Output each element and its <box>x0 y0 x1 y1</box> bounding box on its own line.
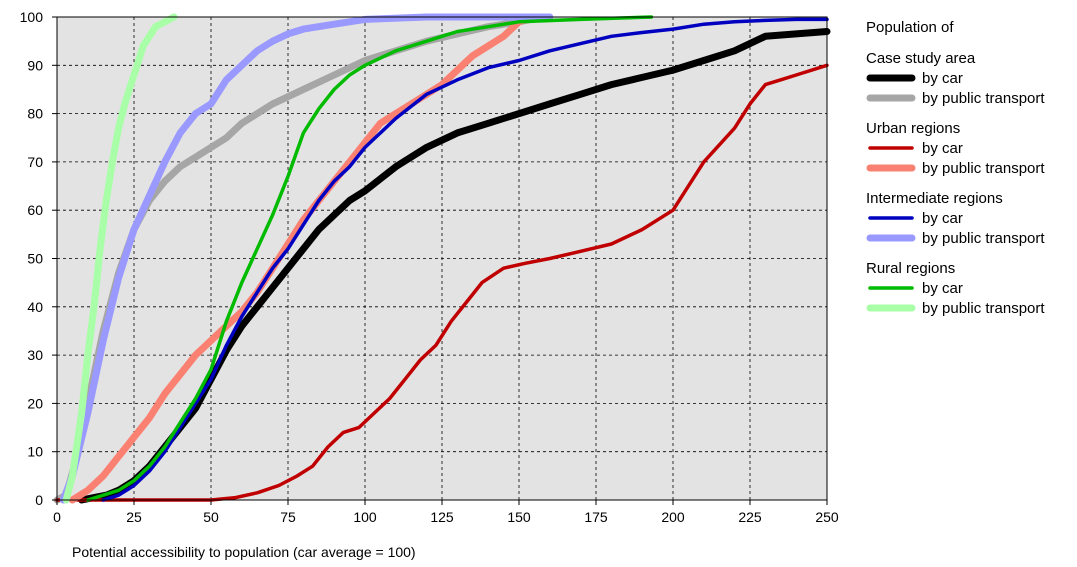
y-tick-label: 60 <box>27 202 43 218</box>
x-axis-title: Potential accessibility to population (c… <box>72 544 416 560</box>
legend-entry-label: by public transport <box>922 300 1045 317</box>
series-line-4 <box>101 17 829 502</box>
x-tick-label: 0 <box>53 509 61 525</box>
legend-group-title: Urban regions <box>866 120 960 137</box>
x-tick-label: 50 <box>203 509 219 525</box>
series-lines <box>53 13 831 504</box>
legend: Population of Case study area by car by pu… <box>866 19 1045 317</box>
legend-entry-label: by public transport <box>922 90 1045 107</box>
y-tick-label: 100 <box>20 9 44 25</box>
series-line-2 <box>55 63 829 502</box>
series-line-3 <box>68 13 538 504</box>
series-line-7 <box>62 13 178 504</box>
series-line-6 <box>86 15 654 502</box>
legend-entry-label: by public transport <box>922 160 1045 177</box>
legend-group-title: Case study area <box>866 50 976 67</box>
x-tick-label: 225 <box>738 509 762 525</box>
x-tick-label: 75 <box>280 509 296 525</box>
y-tick-label: 0 <box>35 492 43 508</box>
legend-title: Population of <box>866 19 954 36</box>
y-tick-label: 80 <box>27 106 43 122</box>
y-tick-label: 40 <box>27 299 43 315</box>
legend-group-title: Rural regions <box>866 260 955 277</box>
x-tick-label: 200 <box>661 509 685 525</box>
legend-entry-label: by car <box>922 280 963 297</box>
x-tick-label: 250 <box>815 509 839 525</box>
x-tick-label: 100 <box>353 509 377 525</box>
x-tick-label: 175 <box>584 509 608 525</box>
x-tick-label: 125 <box>430 509 454 525</box>
axis-ticks: 0 25 50 75 100 125 150 175 200 225 250 0 10 20 30 40 50 6… <box>20 9 839 525</box>
legend-group-title: Intermediate regions <box>866 190 1003 207</box>
legend-entry-label: by car <box>922 210 963 227</box>
legend-entry-label: by public transport <box>922 230 1045 247</box>
x-tick-label: 25 <box>126 509 142 525</box>
y-tick-label: 20 <box>27 395 43 411</box>
y-tick-label: 10 <box>27 444 43 460</box>
x-tick-label: 150 <box>507 509 531 525</box>
legend-entry-label: by car <box>922 140 963 157</box>
y-tick-label: 90 <box>27 57 43 73</box>
y-tick-label: 50 <box>27 251 43 267</box>
legend-entry-label: by car <box>922 70 963 87</box>
series-line-5 <box>59 13 554 504</box>
y-tick-label: 30 <box>27 347 43 363</box>
y-tick-label: 70 <box>27 154 43 170</box>
